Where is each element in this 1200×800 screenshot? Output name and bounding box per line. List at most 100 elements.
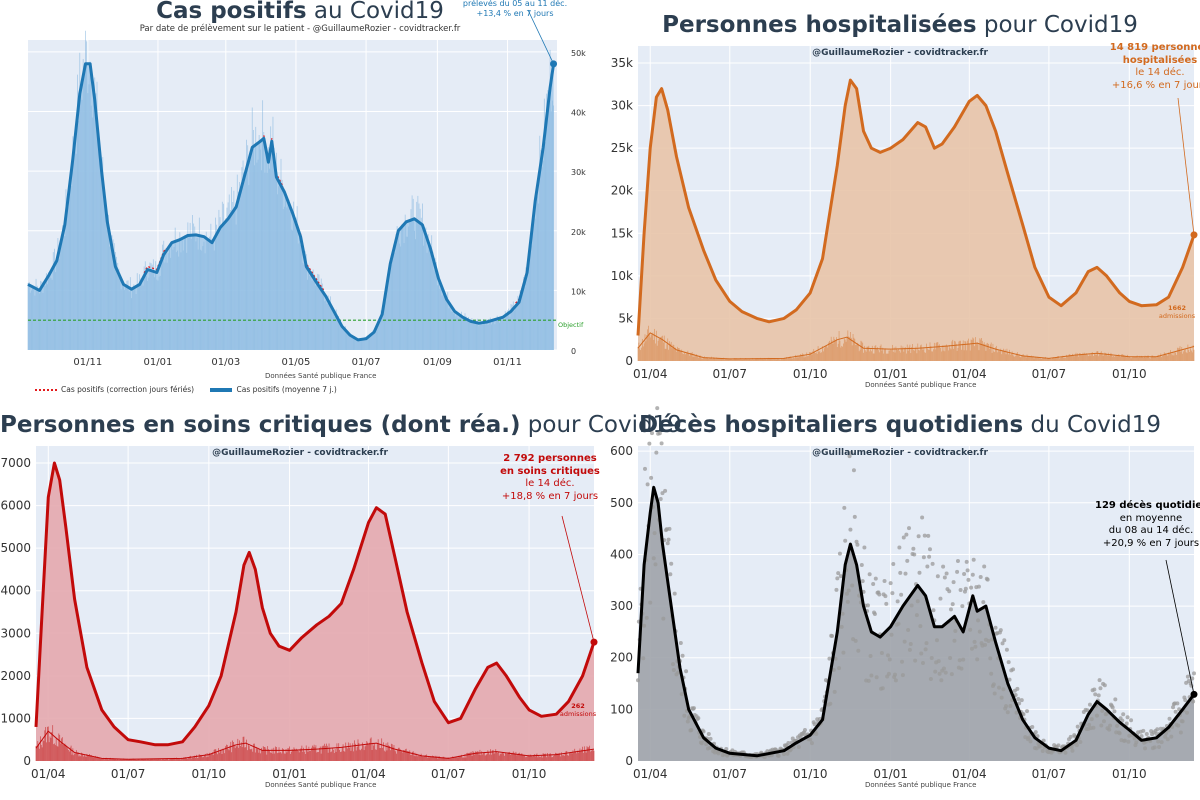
cases-y-tick-label: 40k xyxy=(571,109,586,118)
deaths-daily-point xyxy=(840,611,845,616)
deaths-daily-point xyxy=(654,450,659,455)
deaths-daily-point xyxy=(828,701,833,706)
deaths-daily-point xyxy=(1173,709,1178,714)
cases-end-marker xyxy=(550,60,558,68)
legend-dotted-label: Cas positifs (correction jours fériés) xyxy=(61,385,195,394)
hosp-x-tick-label: 01/01 xyxy=(873,367,908,381)
hosp-x-tick-label: 01/10 xyxy=(793,367,828,381)
icu-source: Données Santé publique France xyxy=(265,781,377,789)
deaths-daily-point xyxy=(685,719,690,724)
deaths-daily-point xyxy=(999,695,1004,700)
deaths-daily-point xyxy=(691,706,696,711)
hosp-annotation: 14 819 personnes hospitalisées le 14 déc… xyxy=(1105,42,1200,92)
deaths-daily-point xyxy=(1093,692,1098,697)
deaths-daily-point xyxy=(701,729,706,734)
deaths-daily-point xyxy=(963,586,968,591)
deaths-daily-point xyxy=(916,534,921,539)
hosp-annotation-leader xyxy=(1177,97,1195,235)
deaths-daily-point xyxy=(965,568,970,573)
deaths-x-tick-label: 01/10 xyxy=(1112,767,1147,781)
deaths-daily-point xyxy=(955,559,960,564)
deaths-daily-point xyxy=(900,659,905,664)
deaths-daily-point xyxy=(1085,708,1090,713)
deaths-daily-point xyxy=(971,557,976,562)
deaths-daily-point xyxy=(912,552,917,557)
deaths-daily-point xyxy=(1108,723,1113,728)
deaths-daily-point xyxy=(889,632,894,637)
deaths-daily-point xyxy=(879,651,884,656)
deaths-area xyxy=(638,487,1194,761)
icu-x-tick-label: 01/04 xyxy=(31,767,66,781)
deaths-daily-point xyxy=(942,575,947,580)
icu-x-tick-label: 01/10 xyxy=(192,767,227,781)
deaths-daily-point xyxy=(976,584,981,589)
deaths-daily-point xyxy=(952,638,957,643)
deaths-daily-point xyxy=(808,737,813,742)
deaths-daily-point xyxy=(1097,678,1102,683)
deaths-daily-point xyxy=(921,555,926,560)
cases-y-tick-label: 0 xyxy=(571,347,576,356)
deaths-daily-point xyxy=(960,604,965,609)
deaths-daily-point xyxy=(1014,710,1019,715)
deaths-daily-point xyxy=(1107,727,1112,732)
hosp-y-tick-label: 5k xyxy=(618,311,633,325)
deaths-daily-point xyxy=(1019,698,1024,703)
hosp-area xyxy=(638,80,1194,361)
hosp-annotation-line3: le 14 déc. xyxy=(1135,67,1185,78)
deaths-daily-point xyxy=(1165,737,1170,742)
deaths-daily-point xyxy=(982,564,987,569)
deaths-annotation: 129 décès quotidiens en moyenne du 08 au… xyxy=(1095,500,1200,550)
deaths-daily-point xyxy=(961,657,966,662)
deaths-daily-point xyxy=(642,623,647,628)
cases-annotation-line1: prélevés du 05 au 11 déc. xyxy=(462,0,568,8)
deaths-daily-point xyxy=(1015,686,1020,691)
deaths-daily-point xyxy=(968,627,973,632)
deaths-daily-point xyxy=(682,713,687,718)
deaths-daily-point xyxy=(1122,738,1127,743)
deaths-daily-point xyxy=(1152,745,1157,750)
legend-solid-swatch xyxy=(210,388,233,392)
deaths-daily-point xyxy=(786,741,791,746)
deaths-daily-point xyxy=(833,656,838,661)
deaths-daily-point xyxy=(663,488,668,493)
icu-line xyxy=(34,461,596,747)
cases-panel: 0 10k 20k 30k 40k 50k 01/11 01/01 01/03 01/05 01/0… xyxy=(0,0,600,400)
deaths-daily-point xyxy=(644,615,649,620)
deaths-daily-point xyxy=(975,657,980,662)
deaths-daily-point xyxy=(950,602,955,607)
deaths-chart: 0 100 200 300 400 500 600 01/04 01/07 01/10 01/01 0… xyxy=(610,406,1198,781)
deaths-daily-point xyxy=(900,673,905,678)
deaths-daily-point xyxy=(836,571,841,576)
deaths-daily-point xyxy=(934,638,939,643)
icu-annotation-line3: le 14 déc. xyxy=(525,478,575,489)
deaths-daily-point xyxy=(884,601,889,606)
deaths-daily-point xyxy=(1006,660,1011,665)
deaths-daily-point xyxy=(998,628,1003,633)
deaths-daily-point xyxy=(1002,638,1007,643)
icu-y-tick-label: 4000 xyxy=(0,584,31,598)
deaths-daily-point xyxy=(649,431,654,436)
deaths-daily-point xyxy=(868,653,873,658)
deaths-daily-point xyxy=(1144,732,1149,737)
deaths-daily-point xyxy=(948,656,953,661)
deaths-daily-point xyxy=(667,526,672,531)
deaths-daily-point xyxy=(918,624,923,629)
deaths-daily-point xyxy=(970,572,975,577)
deaths-daily-point xyxy=(809,741,814,746)
deaths-daily-point xyxy=(933,669,938,674)
hosp-y-tick-label: 30k xyxy=(611,99,633,113)
deaths-daily-point xyxy=(1000,641,1005,646)
deaths-daily-point xyxy=(1069,745,1074,750)
icu-x-tick-label: 01/04 xyxy=(351,767,386,781)
deaths-daily-point xyxy=(1113,697,1118,702)
deaths-y-tick-label: 200 xyxy=(610,651,633,665)
deaths-daily-point xyxy=(689,727,694,732)
deaths-daily-point xyxy=(1096,693,1101,698)
deaths-daily-point xyxy=(899,592,904,597)
deaths-daily-point xyxy=(659,441,664,446)
deaths-daily-point xyxy=(1124,721,1129,726)
deaths-y-tick-label: 400 xyxy=(610,547,633,561)
icu-title: Personnes en soins critiques (dont réa.)… xyxy=(0,412,682,438)
icu-annotation: 2 792 personnes en soins critiques le 14… xyxy=(490,453,610,503)
deaths-daily-point xyxy=(831,667,836,672)
